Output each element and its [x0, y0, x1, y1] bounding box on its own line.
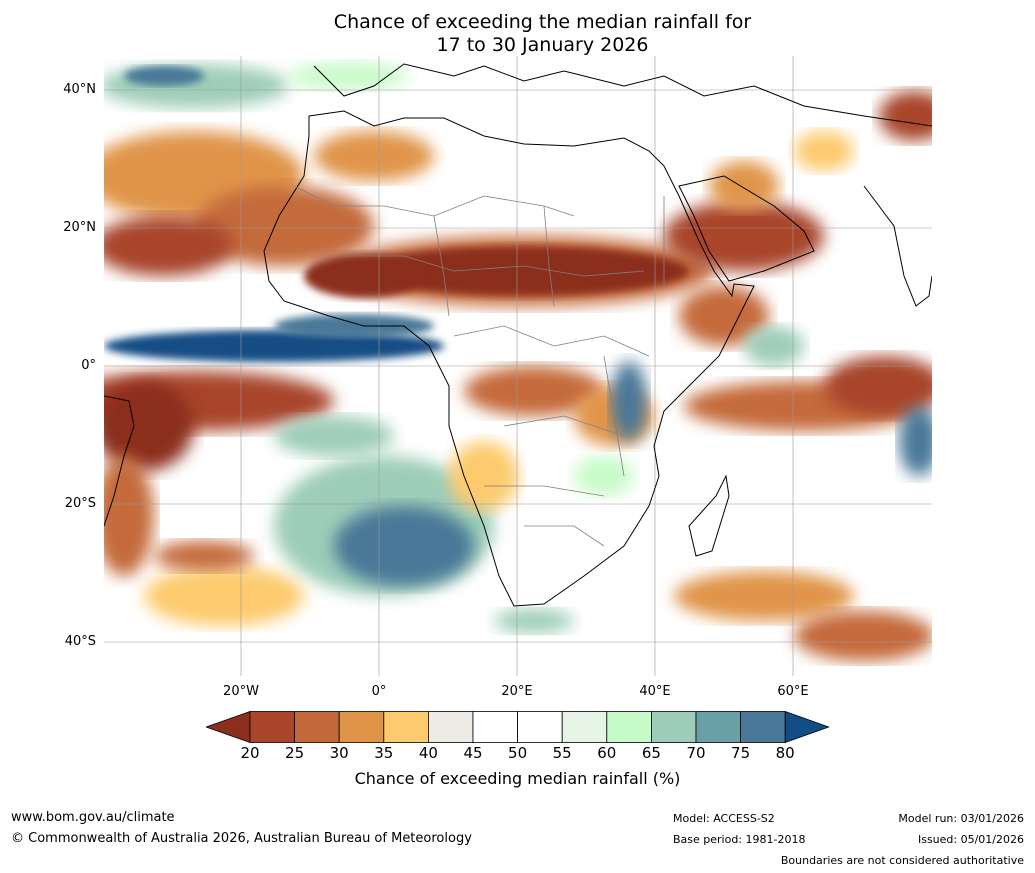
lon-label-20e: 20°E — [501, 684, 533, 699]
map-title-line-2: 17 to 30 January 2026 — [436, 34, 649, 56]
anomaly-fields — [104, 62, 932, 661]
colorbar-swatch — [695, 711, 741, 743]
colorbar-tick-label: 30 — [329, 744, 349, 762]
lon-label-40e: 40°E — [639, 684, 671, 699]
lon-label-20w: 20°W — [223, 684, 259, 699]
colorbar-tick-label: 50 — [508, 744, 528, 762]
colorbar-tick-label: 40 — [418, 744, 438, 762]
colorbar-swatch — [249, 711, 295, 743]
model-name: Model: ACCESS-S2 — [673, 812, 775, 825]
colorbar-swatch — [606, 711, 652, 743]
lon-label-60e: 60°E — [777, 684, 809, 699]
issued-date: Issued: 05/01/2026 — [917, 833, 1024, 846]
base-period: Base period: 1981-2018 — [673, 833, 806, 846]
colorbar-swatch — [472, 711, 518, 743]
map-svg — [104, 56, 932, 676]
colorbar-swatch — [427, 711, 474, 743]
colorbar-tick-label: 25 — [285, 744, 305, 762]
colorbar-tick-label: 80 — [775, 744, 795, 762]
lat-label-20n: 20°N — [63, 220, 96, 235]
boundaries-disclaimer: Boundaries are not considered authoritat… — [780, 854, 1024, 867]
colorbar-extend-low — [206, 711, 251, 743]
colorbar-tick-label: 70 — [686, 744, 706, 762]
colorbar-tick-label: 55 — [552, 744, 572, 762]
colorbar-tick-label: 75 — [731, 744, 751, 762]
lat-label-40s: 40°S — [64, 634, 96, 649]
colorbar-tick-label: 65 — [641, 744, 661, 762]
country-borders — [293, 185, 665, 547]
lat-label-0: 0° — [81, 358, 96, 373]
colorbar-swatch — [294, 711, 340, 743]
colorbar-swatch — [517, 711, 563, 743]
lon-label-0: 0° — [371, 684, 387, 699]
model-run-date: Model run: 03/01/2026 — [898, 812, 1024, 825]
colorbar-swatch — [338, 711, 385, 743]
rainfall-probability-map — [104, 56, 932, 676]
colorbar-tick-label: 35 — [374, 744, 394, 762]
lat-label-40n: 40°N — [63, 82, 96, 97]
map-title-line-1: Chance of exceeding the median rainfall … — [333, 11, 752, 33]
copyright-text: © Commonwealth of Australia 2026, Austra… — [11, 831, 472, 846]
gridlines — [104, 56, 932, 676]
colorbar-title: Chance of exceeding median rainfall (%) — [354, 769, 681, 788]
colorbar-extend-high — [784, 711, 830, 743]
colorbar-swatch — [740, 711, 786, 743]
colorbar-tick-label: 20 — [240, 744, 260, 762]
colorbar-tick-label: 45 — [463, 744, 483, 762]
website-link[interactable]: www.bom.gov.au/climate — [11, 810, 175, 825]
colorbar-legend — [206, 711, 830, 743]
colorbar-swatch — [383, 711, 429, 743]
colorbar-swatch — [650, 711, 697, 743]
lat-label-20s: 20°S — [64, 496, 96, 511]
colorbar-tick-label: 60 — [597, 744, 617, 762]
coastlines — [104, 63, 932, 607]
colorbar-swatch — [561, 711, 608, 743]
